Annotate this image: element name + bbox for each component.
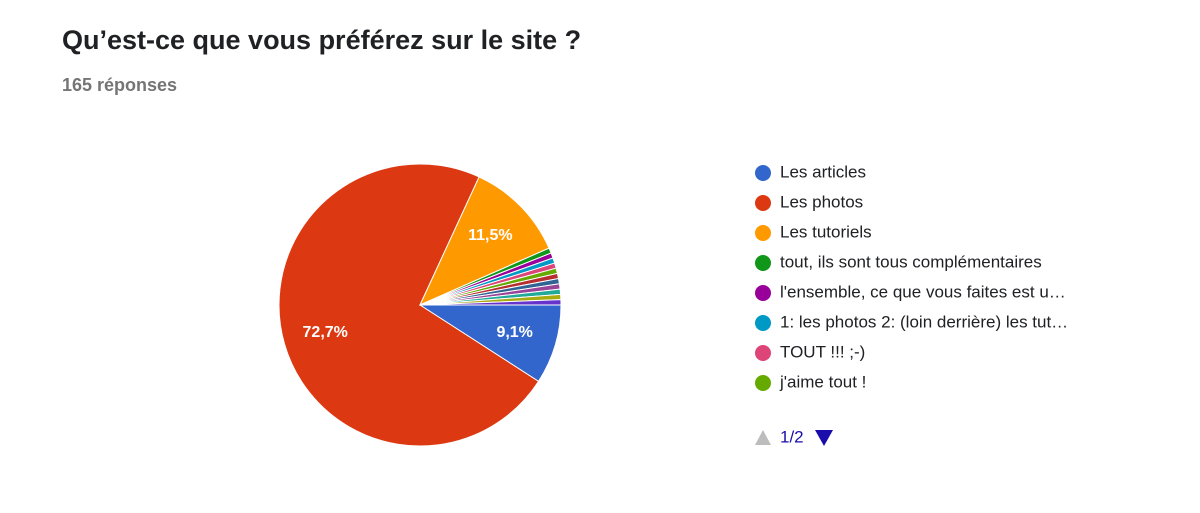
legend-label: Les tutoriels xyxy=(780,222,872,241)
legend-marker xyxy=(755,345,771,361)
page-next[interactable] xyxy=(815,430,833,446)
legend-marker xyxy=(755,285,771,301)
legend-marker xyxy=(755,315,771,331)
legend-label: j'aime tout ! xyxy=(779,372,866,391)
legend-label: Les photos xyxy=(780,192,863,211)
legend-marker xyxy=(755,255,771,271)
page-prev[interactable] xyxy=(755,430,771,445)
chart-title: Qu’est-ce que vous préférez sur le site … xyxy=(62,25,581,55)
pie-slice xyxy=(419,299,562,306)
legend-label: Les articles xyxy=(780,162,866,181)
legend-label: l'ensemble, ce que vous faites est u… xyxy=(780,282,1066,301)
slice-label: 72,7% xyxy=(303,324,348,341)
legend-marker xyxy=(755,225,771,241)
legend-marker xyxy=(755,375,771,391)
legend-marker xyxy=(755,195,771,211)
legend-marker xyxy=(755,165,771,181)
pie-slice xyxy=(418,304,562,383)
legend-label: TOUT !!! ;-) xyxy=(780,342,865,361)
slice-label: 11,5% xyxy=(468,227,512,244)
legend-label: tout, ils sont tous complémentaires xyxy=(780,252,1042,271)
legend-label: 1: les photos 2: (loin derrière) les tut… xyxy=(780,312,1068,331)
chart-subtitle: 165 réponses xyxy=(62,75,177,95)
pie-slice xyxy=(278,163,540,447)
pie-slice xyxy=(418,176,550,306)
page-indicator: 1/2 xyxy=(780,427,804,446)
slice-label: 9,1% xyxy=(496,324,532,341)
